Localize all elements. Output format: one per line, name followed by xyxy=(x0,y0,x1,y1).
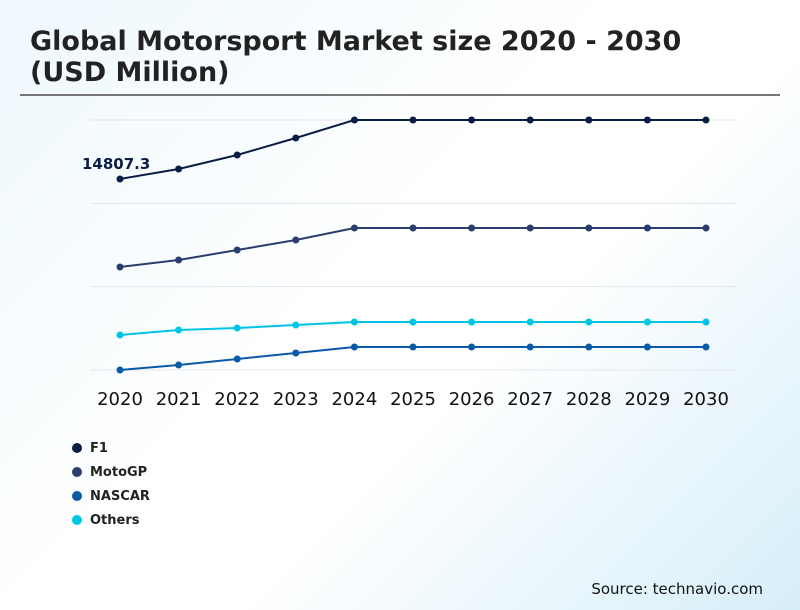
x-tick-label: 2030 xyxy=(683,389,729,410)
data-point xyxy=(702,116,710,124)
legend-label: NASCAR xyxy=(90,488,150,504)
data-point xyxy=(175,326,183,334)
data-point xyxy=(233,151,241,159)
data-point xyxy=(643,318,651,326)
series-line-motogp xyxy=(119,226,706,268)
legend-item: MotoGP xyxy=(72,460,150,484)
data-point xyxy=(292,134,300,142)
data-point xyxy=(350,343,358,351)
data-point xyxy=(585,343,593,351)
x-tick-label: 2023 xyxy=(273,389,319,410)
data-point xyxy=(292,321,300,329)
data-point xyxy=(116,263,124,271)
legend-marker-icon xyxy=(72,515,82,525)
x-tick-label: 2026 xyxy=(449,389,495,410)
legend-item: F1 xyxy=(72,436,150,460)
data-point xyxy=(702,318,710,326)
data-point xyxy=(643,224,651,232)
data-point xyxy=(468,116,476,124)
data-point xyxy=(409,116,417,124)
legend-marker-icon xyxy=(72,443,82,453)
data-point xyxy=(233,355,241,363)
data-point xyxy=(585,116,593,124)
data-point xyxy=(350,224,358,232)
data-point xyxy=(409,343,417,351)
x-tick-label: 2021 xyxy=(156,389,202,410)
data-point xyxy=(116,175,124,183)
legend-item: NASCAR xyxy=(72,484,150,508)
x-tick-label: 2025 xyxy=(390,389,436,410)
legend-item: Others xyxy=(72,508,150,532)
data-point xyxy=(292,236,300,244)
x-tick-label: 2029 xyxy=(624,389,670,410)
data-point xyxy=(643,116,651,124)
x-tick-label: 2024 xyxy=(331,389,377,410)
data-point xyxy=(526,224,534,232)
legend-marker-icon xyxy=(72,491,82,501)
data-point xyxy=(292,349,300,357)
chart-title: Global Motorsport Market size 2020 - 203… xyxy=(30,26,682,88)
data-point xyxy=(175,165,183,173)
data-point xyxy=(585,318,593,326)
line-chart: 2020 2021 2022 2023 2024 2025 2026 2027 2028 2029… xyxy=(82,116,736,410)
data-point xyxy=(702,343,710,351)
legend-marker-icon xyxy=(72,467,82,477)
data-point xyxy=(350,116,358,124)
legend-label: MotoGP xyxy=(90,464,148,480)
x-tick-label: 2027 xyxy=(507,389,553,410)
legend: F1 MotoGP NASCAR Others xyxy=(72,436,150,532)
data-point xyxy=(409,318,417,326)
data-point xyxy=(526,343,534,351)
series-line-f1 xyxy=(119,119,706,180)
data-point xyxy=(643,343,651,351)
data-point xyxy=(409,224,417,232)
data-label: 14807.3 xyxy=(82,155,150,173)
data-point xyxy=(175,256,183,264)
x-tick-label: 2020 xyxy=(97,389,143,410)
source-label: Source: technavio.com xyxy=(591,580,763,598)
title-divider xyxy=(20,94,780,96)
data-point xyxy=(116,331,124,339)
data-point xyxy=(116,366,124,374)
data-point xyxy=(468,343,476,351)
data-point xyxy=(175,361,183,369)
data-point xyxy=(585,224,593,232)
legend-label: Others xyxy=(90,512,140,528)
data-point xyxy=(526,318,534,326)
data-point xyxy=(468,224,476,232)
legend-label: F1 xyxy=(90,440,108,456)
data-point xyxy=(350,318,358,326)
x-tick-label: 2028 xyxy=(566,389,612,410)
data-point xyxy=(233,324,241,332)
data-point xyxy=(526,116,534,124)
data-point xyxy=(702,224,710,232)
x-tick-label: 2022 xyxy=(214,389,260,410)
data-point xyxy=(233,246,241,254)
data-point xyxy=(468,318,476,326)
